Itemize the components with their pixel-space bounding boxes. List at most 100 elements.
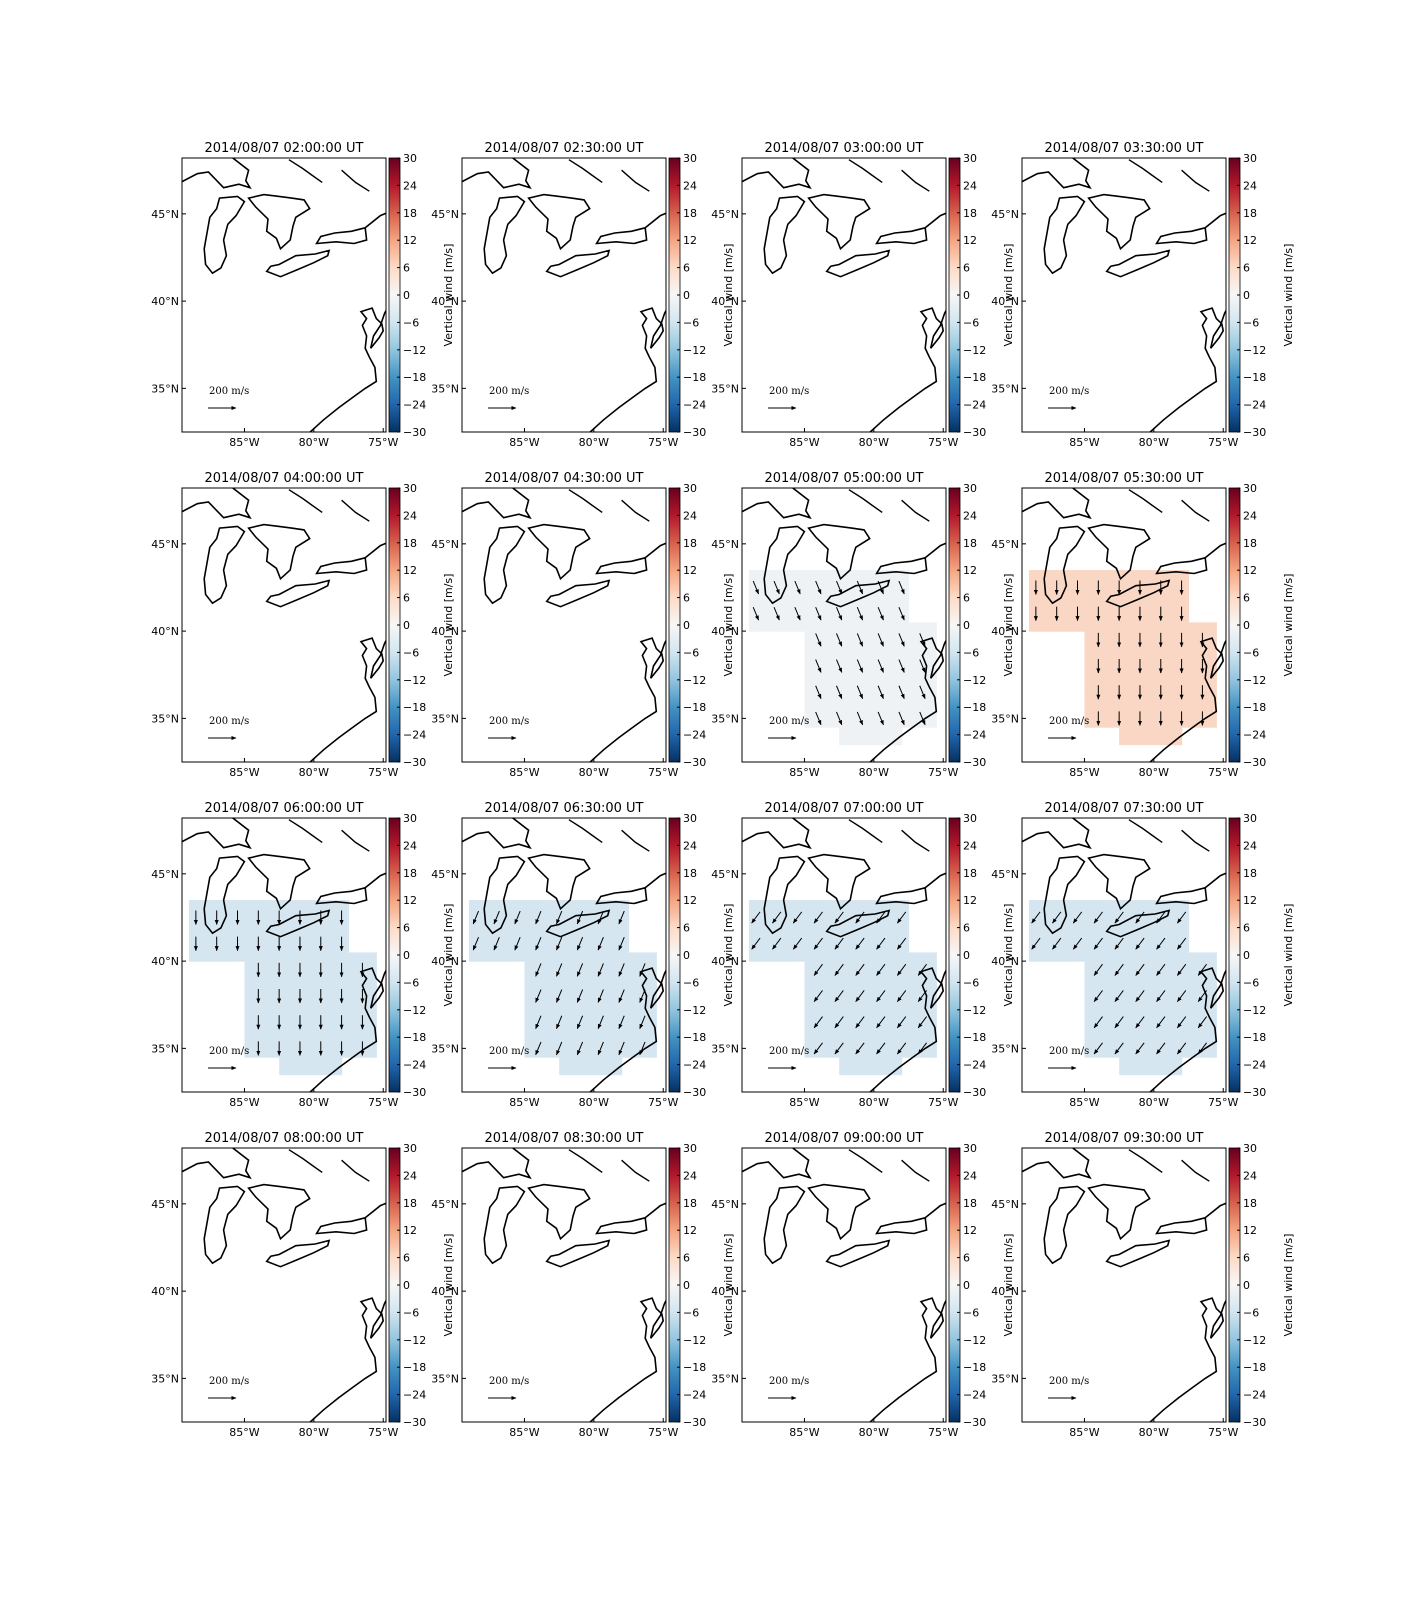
- wind-cell: [915, 978, 924, 988]
- wind-cell: [1119, 908, 1127, 919]
- wind-cell: [552, 1004, 560, 1015]
- wind-cell: [1167, 683, 1176, 693]
- wind-cell: [1139, 900, 1148, 910]
- wind-cell: [1146, 700, 1155, 711]
- wind-cell: [832, 570, 840, 580]
- wind-cell: [1028, 934, 1037, 945]
- lake-erie-coastline: [1105, 579, 1171, 608]
- wind-cell: [1146, 987, 1155, 997]
- wind-cell: [887, 1057, 896, 1067]
- wind-cell: [1056, 934, 1065, 945]
- wind-cell: [1126, 648, 1134, 658]
- colorbar-tick-label: −12: [1243, 344, 1266, 357]
- wind-cell: [859, 683, 868, 693]
- colorbar-tick-label: −24: [963, 1059, 986, 1072]
- wind-cell: [628, 1030, 637, 1041]
- wind-cell: [1028, 596, 1037, 606]
- wind-cell: [1167, 917, 1176, 927]
- wind-cell: [1056, 596, 1065, 606]
- wind-cell: [600, 943, 609, 953]
- panel-frame: [461, 1147, 667, 1423]
- wind-cell: [1146, 570, 1155, 580]
- wind-cell: [593, 996, 602, 1006]
- wind-cell: [748, 604, 757, 615]
- wind-cell: [293, 943, 301, 953]
- wind-cell: [341, 943, 350, 953]
- wind-cell: [901, 917, 910, 927]
- x-tick-label: 80°W: [1139, 1096, 1169, 1109]
- wind-cell: [545, 969, 553, 980]
- wind-cell: [1084, 1013, 1092, 1023]
- wind-cell: [818, 570, 826, 580]
- colorbar-tick-label: −24: [683, 729, 706, 742]
- wind-cell: [1056, 604, 1065, 615]
- wind-cell: [223, 943, 232, 953]
- wind-cell: [600, 952, 609, 962]
- wind-cell: [1174, 1030, 1183, 1041]
- wind-cell: [804, 900, 812, 910]
- wind-cell: [237, 908, 246, 919]
- x-tick-label: 85°W: [1069, 766, 1099, 779]
- wind-cell: [538, 926, 546, 936]
- wind-cell: [468, 943, 477, 953]
- lake-ontario-coastline: [315, 226, 368, 245]
- wind-cell: [299, 969, 308, 980]
- wind-cell: [901, 613, 910, 623]
- wind-cell: [1126, 934, 1134, 945]
- lake-ontario-coastline: [875, 226, 928, 245]
- wind-cell: [908, 1039, 917, 1049]
- wind-cell: [901, 683, 910, 693]
- wind-vector: [1135, 1042, 1145, 1055]
- wind-cell: [908, 666, 917, 676]
- wind-cell: [859, 639, 868, 650]
- colorbar-tick-label: 12: [963, 894, 977, 907]
- wind-cell: [783, 934, 792, 945]
- wind-cell: [1146, 604, 1155, 615]
- colorbar-tick-label: 18: [403, 537, 417, 550]
- wind-cell: [369, 961, 377, 971]
- wind-cell: [607, 1065, 616, 1076]
- wind-cell: [1077, 934, 1086, 945]
- wind-cell: [769, 596, 778, 606]
- wind-cell: [825, 943, 833, 953]
- colorbar-tick-label: 24: [1243, 509, 1257, 522]
- colorbar-label: Vertical wind [m/s]: [442, 244, 455, 347]
- wind-cell: [776, 613, 785, 623]
- wind-cell: [244, 969, 252, 980]
- wind-cell: [755, 570, 764, 580]
- wind-cell: [1195, 692, 1204, 702]
- wind-cell: [1126, 570, 1134, 580]
- wind-cell: [1042, 943, 1051, 953]
- wind-cell: [1119, 987, 1127, 997]
- wind-cell: [1112, 926, 1120, 936]
- wind-cell: [1139, 683, 1148, 693]
- wind-cell: [1195, 683, 1204, 693]
- wind-cell: [1209, 978, 1217, 988]
- wind-cell: [1181, 639, 1190, 650]
- wind-cell: [866, 666, 875, 676]
- panel-title: 2014/08/07 02:00:00 UT: [204, 141, 363, 156]
- wind-cell: [531, 1022, 539, 1032]
- wind-cell: [369, 978, 377, 988]
- wind-cell: [293, 1004, 301, 1015]
- atlantic-coastline: [588, 967, 666, 1092]
- wind-cell: [531, 900, 539, 910]
- northern-coastline: [1128, 1149, 1163, 1173]
- wind-cell: [1160, 961, 1169, 971]
- wind-cell: [334, 926, 343, 936]
- wind-cell: [306, 1013, 315, 1023]
- wind-cell: [776, 587, 785, 597]
- wind-cell: [1091, 692, 1099, 702]
- wind-cell: [804, 943, 812, 953]
- wind-cell: [531, 978, 539, 988]
- wind-cell: [894, 631, 903, 641]
- wind-cell: [859, 735, 868, 746]
- st-lawrence-coastline: [364, 1202, 386, 1219]
- colorbar-tick-label: 12: [963, 234, 977, 247]
- wind-cell: [279, 996, 287, 1006]
- wind-cell: [922, 1022, 930, 1032]
- colorbar-tick-label: 24: [1243, 179, 1257, 192]
- wind-vector: [896, 937, 907, 950]
- wind-cell: [1202, 1030, 1210, 1041]
- wind-cell: [559, 926, 567, 936]
